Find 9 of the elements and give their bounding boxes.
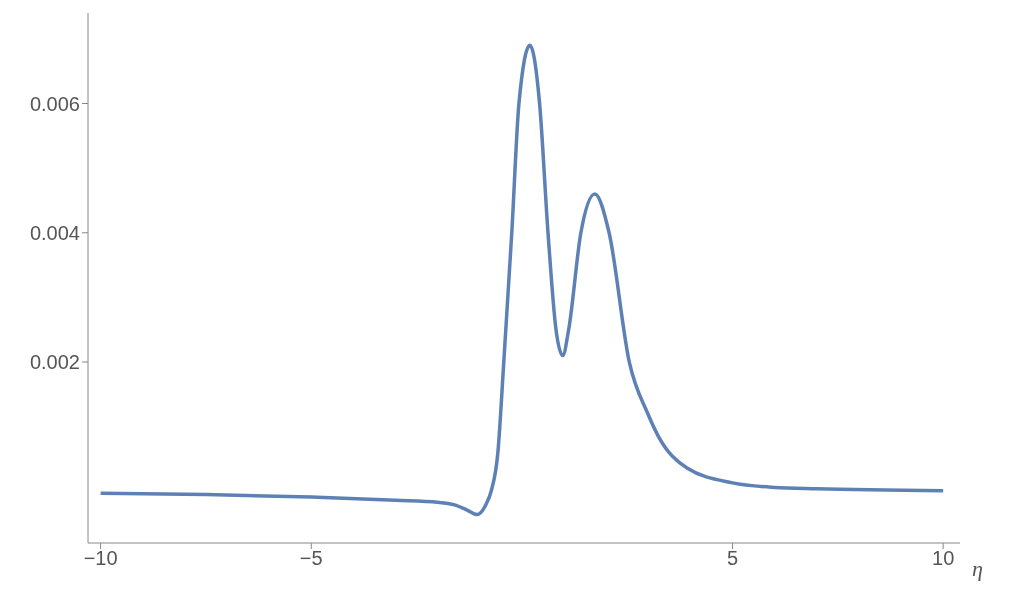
y-tick-label: 0.006 [29, 92, 80, 115]
x-tick-label: −10 [83, 547, 118, 570]
x-tick-label: −5 [299, 547, 323, 570]
x-tick-label: 5 [726, 547, 739, 570]
y-tick-label: 0.002 [29, 351, 80, 374]
line-series [98, 43, 945, 517]
x-axis-title: η [972, 555, 983, 581]
y-tick-label: 0.004 [29, 221, 80, 244]
x-tick-label: 10 [932, 547, 955, 570]
